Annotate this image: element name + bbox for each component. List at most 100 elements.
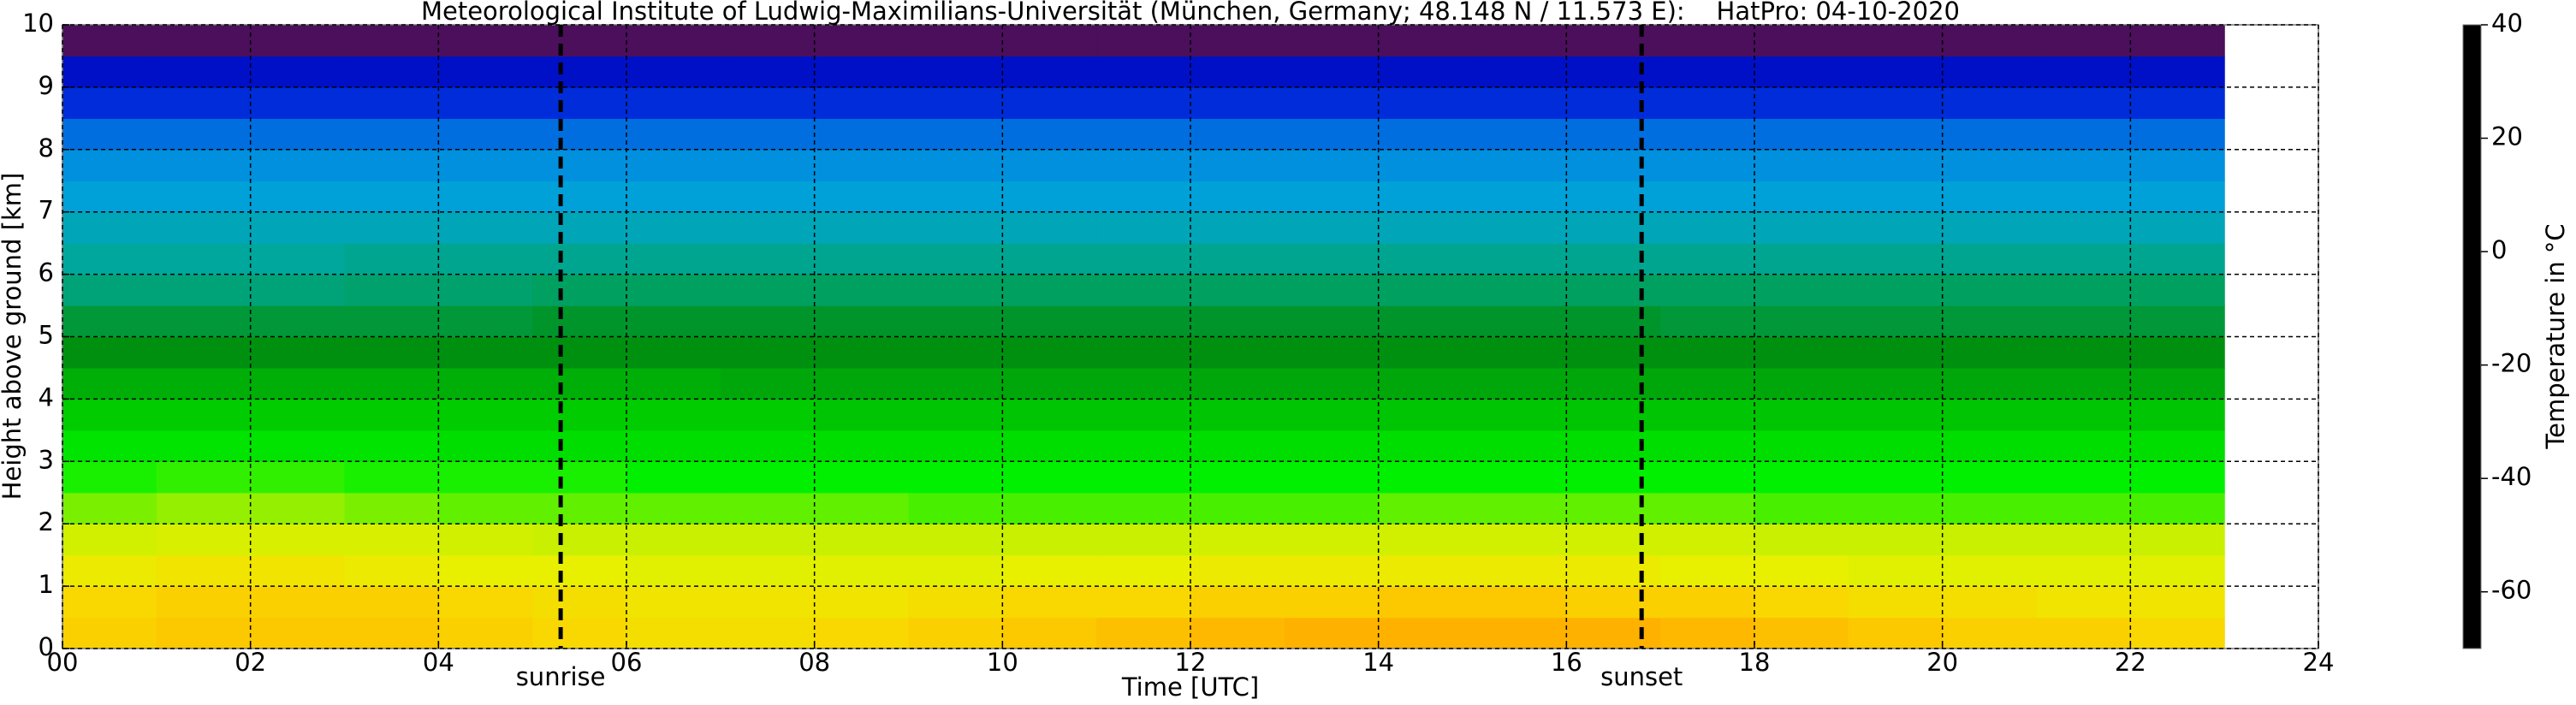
heat-cell [1190, 86, 1285, 119]
heat-cell [626, 211, 721, 244]
heat-cell [1942, 211, 2038, 244]
heat-cell [438, 430, 533, 462]
heat-cell [814, 243, 910, 275]
heat-cell [908, 492, 1003, 524]
x-tick-label: 00 [47, 648, 79, 677]
heat-cell [250, 367, 346, 400]
heat-cell [2036, 25, 2131, 57]
heat-cell [2036, 305, 2131, 338]
heat-cell [2036, 461, 2131, 494]
heat-cell [1284, 305, 1380, 338]
heat-cell [1378, 149, 1474, 181]
heat-cell [1754, 554, 1849, 587]
heat-cell [1660, 524, 1755, 556]
heat-cell [2036, 181, 2131, 213]
heat-cell [720, 586, 816, 619]
heat-cell [156, 211, 252, 244]
heat-cell [1942, 25, 2038, 57]
heat-cell [1848, 461, 1944, 494]
heat-cell [1002, 274, 1097, 306]
colorbar-tick-label: -20 [2491, 349, 2531, 378]
heat-cell [720, 211, 816, 244]
heat-cell [720, 86, 816, 119]
heat-cell [2130, 399, 2225, 431]
heat-cell [250, 461, 346, 494]
heat-cell [626, 554, 721, 587]
heat-cell [1378, 25, 1474, 57]
heat-cell [1754, 461, 1849, 494]
heat-cell [1942, 149, 2038, 181]
heat-cell [1378, 524, 1474, 556]
heat-cell [532, 274, 627, 306]
heat-cell [1472, 430, 1567, 462]
heat-cell [1096, 181, 1191, 213]
heat-cell [908, 367, 1003, 400]
heat-cell [532, 430, 627, 462]
heat-cell [814, 336, 910, 369]
heat-cell [438, 367, 533, 400]
heat-cell [62, 524, 157, 556]
heat-cell [814, 554, 910, 587]
heat-cell [438, 86, 533, 119]
heat-cell [626, 243, 721, 275]
heat-cell [908, 586, 1003, 619]
x-tick-label: 08 [798, 648, 830, 677]
heat-cell [156, 149, 252, 181]
heat-cell [1190, 399, 1285, 431]
heat-cell [1754, 118, 1849, 151]
heat-cell [1002, 243, 1097, 275]
heat-cell [1472, 86, 1567, 119]
heat-cell [438, 336, 533, 369]
x-tick-label: 06 [611, 648, 643, 677]
x-tick-label: 20 [1926, 648, 1958, 677]
heat-cell [1096, 149, 1191, 181]
heat-cell [720, 305, 816, 338]
heat-cell [532, 461, 627, 494]
heat-cell [438, 305, 533, 338]
heat-cell [626, 305, 721, 338]
heat-cell [1472, 118, 1567, 151]
heat-cell [2130, 56, 2225, 88]
heat-cell [1848, 367, 1944, 400]
heat-cell [1472, 492, 1567, 524]
colorbar-tick-label: -40 [2491, 462, 2531, 491]
heat-cell [1378, 617, 1474, 649]
heat-cell [250, 181, 346, 213]
heat-cell [438, 586, 533, 619]
heat-cell [62, 211, 157, 244]
heat-cell [1002, 56, 1097, 88]
heat-cell [1378, 305, 1474, 338]
chart-title: Meteorological Institute of Ludwig-Maxim… [421, 0, 1960, 26]
heat-cell [532, 305, 627, 338]
heat-cell [62, 461, 157, 494]
heat-cell [1190, 430, 1285, 462]
heat-cell [344, 149, 439, 181]
heat-cell [1002, 211, 1097, 244]
heat-cell [1190, 617, 1285, 649]
heat-cell [1848, 492, 1944, 524]
heat-cell [1942, 554, 2038, 587]
heat-cell [2036, 367, 2131, 400]
heat-cell [156, 430, 252, 462]
heat-cell [532, 617, 627, 649]
heat-cell [814, 274, 910, 306]
heat-cell [1378, 118, 1474, 151]
heat-cell [344, 336, 439, 369]
heat-cell [344, 211, 439, 244]
heat-cell [1472, 367, 1567, 400]
heat-cell [2036, 56, 2131, 88]
heat-cell [626, 118, 721, 151]
heat-cell [438, 243, 533, 275]
heat-cell [1284, 461, 1380, 494]
heat-cell [250, 305, 346, 338]
x-tick-label: 02 [234, 648, 266, 677]
heat-cell [62, 118, 157, 151]
heat-cell [1942, 461, 2038, 494]
heat-cell [1942, 181, 2038, 213]
heat-cell [1096, 492, 1191, 524]
heat-cell [1190, 305, 1285, 338]
heat-cell [156, 461, 252, 494]
heat-cell [720, 149, 816, 181]
heat-cell [62, 305, 157, 338]
heat-cell [720, 25, 816, 57]
